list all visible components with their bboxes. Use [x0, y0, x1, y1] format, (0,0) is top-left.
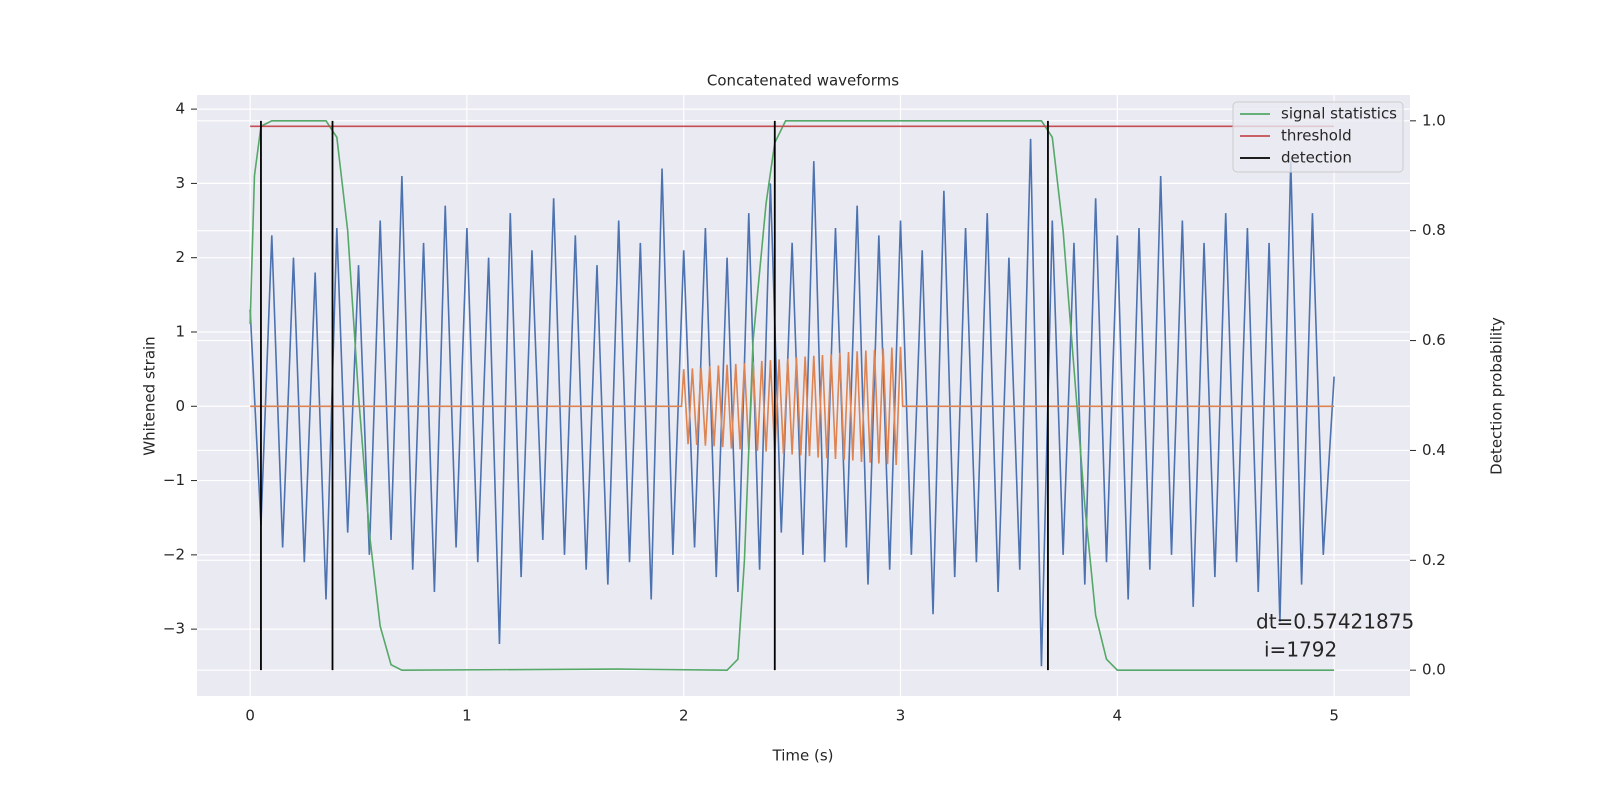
legend-label: detection — [1281, 149, 1352, 167]
legend-label: threshold — [1281, 127, 1352, 145]
annotation: dt=0.57421875 — [1256, 610, 1414, 634]
legend-box — [1232, 101, 1404, 173]
x-tick-label: 1 — [462, 707, 472, 725]
y-tick-label: 1 — [175, 322, 185, 340]
y-tick-label: 3 — [175, 174, 185, 192]
legend-label: signal statistics — [1281, 105, 1397, 123]
y2-axis-label: Detection probability — [1488, 317, 1506, 475]
marks — [249, 120, 1335, 671]
y-axis-label: Whitened strain — [141, 336, 159, 455]
y-tick-label: −3 — [163, 620, 185, 638]
y-tick-label: 4 — [175, 100, 185, 118]
x-tick-label: 5 — [1329, 707, 1339, 725]
annotation: i=1792 — [1264, 638, 1337, 662]
y2-tick-label: 0.2 — [1422, 551, 1446, 569]
y2-tick-label: 1.0 — [1422, 111, 1446, 129]
x-axis-label: Time (s) — [772, 747, 834, 765]
y-tick-label: −2 — [163, 545, 185, 563]
x-tick-label: 3 — [896, 707, 906, 725]
x-tick-label: 2 — [679, 707, 689, 725]
y2-tick-label: 0.0 — [1422, 661, 1446, 679]
y2-tick-label: 0.8 — [1422, 221, 1446, 239]
y-tick-label: −1 — [163, 471, 185, 489]
x-tick-label: 4 — [1113, 707, 1123, 725]
series-line — [250, 346, 1335, 465]
legend: signal statistics threshold detection — [1232, 101, 1404, 173]
y-tick-label: 2 — [175, 248, 185, 266]
chart-title: Concatenated waveforms — [707, 72, 899, 90]
y-tick-label: 0 — [175, 397, 185, 415]
y2-tick-label: 0.6 — [1422, 331, 1446, 349]
y2-tick-label: 0.4 — [1422, 441, 1446, 459]
series-line — [249, 138, 1335, 667]
x-tick-label: 0 — [245, 707, 255, 725]
